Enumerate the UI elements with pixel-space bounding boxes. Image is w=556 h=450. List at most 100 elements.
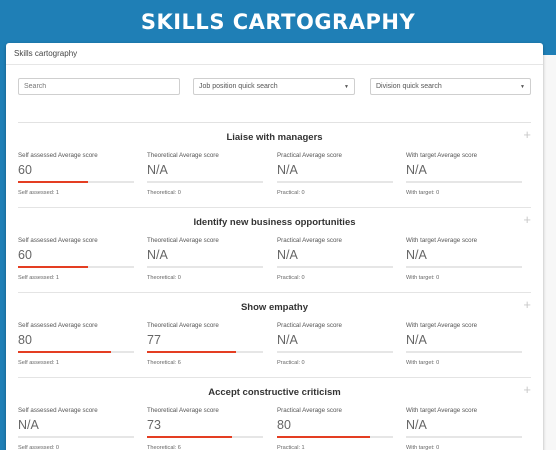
job-position-select[interactable]: Job position quick search ▼ [193,78,355,95]
score-bar [406,351,522,353]
metric-value: N/A [277,163,298,177]
metric-value: 73 [147,418,161,432]
panel-header: Skills cartography [6,43,543,65]
skill-section: Accept constructive criticism + Self asses… [18,378,531,450]
job-position-select-label: Job position quick search [199,83,278,90]
search-box [18,78,180,95]
score-bar [18,351,134,353]
score-bar [147,436,263,438]
metric-value: 77 [147,333,161,347]
metric-value: N/A [18,418,39,432]
division-select-label: Division quick search [376,83,442,90]
metric-value: N/A [406,163,427,177]
metric-count: Theoretical: 6 [147,360,181,366]
score-bar [406,436,522,438]
metric-count: With target: 0 [406,445,440,450]
caret-down-icon: ▼ [344,83,349,90]
division-select[interactable]: Division quick search ▼ [370,78,531,95]
score-metric: Self assessed Average score 80 Self assess… [18,322,134,366]
metric-label: With target Average score [406,322,478,329]
plus-icon[interactable]: + [523,212,531,227]
metric-count: Self assessed: 0 [18,445,60,450]
score-bar [147,351,263,353]
score-metric: With target Average score N/A With target:… [406,407,522,450]
score-metric: Self assessed Average score 60 Self assess… [18,152,134,196]
score-metric: Practical Average score N/A Practical: 0 [277,237,393,281]
metric-count: Practical: 0 [277,360,305,366]
score-metric: Self assessed Average score N/A Self asses… [18,407,134,450]
metric-count: Practical: 0 [277,190,305,196]
caret-down-icon: ▼ [520,83,525,90]
skills-list: Liaise with managers + Self assessed Avera… [6,123,543,450]
skill-section: Show empathy + Self assessed Average score… [18,293,531,378]
metric-value: N/A [277,333,298,347]
metric-label: Practical Average score [277,322,342,329]
score-metric: With target Average score N/A With target:… [406,237,522,281]
page-banner: SKILLS CARTOGRAPHY [0,0,556,44]
metric-value: N/A [277,248,298,262]
score-bar [277,266,393,268]
score-metric: Practical Average score 80 Practical: 1 [277,407,393,450]
metric-value: N/A [406,418,427,432]
skills-panel: Skills cartography Job position quick se… [6,43,543,450]
metric-label: Theoretical Average score [147,152,219,159]
score-metric: Theoretical Average score 77 Theoretical: … [147,322,263,366]
metric-label: Self assessed Average score [18,237,98,244]
score-metric: Practical Average score N/A Practical: 0 [277,322,393,366]
score-bar [277,436,393,438]
metric-value: N/A [147,163,168,177]
metric-count: Theoretical: 6 [147,445,181,450]
metric-count: Self assessed: 1 [18,360,60,366]
plus-icon[interactable]: + [523,127,531,142]
score-metric: Self assessed Average score 60 Self assess… [18,237,134,281]
metric-value: 60 [18,248,32,262]
page-title: SKILLS CARTOGRAPHY [140,10,416,34]
plus-icon[interactable]: + [523,297,531,312]
metric-count: Theoretical: 0 [147,190,181,196]
metric-count: With target: 0 [406,275,440,281]
metric-label: Self assessed Average score [18,152,98,159]
metric-count: With target: 0 [406,360,440,366]
score-bar [277,351,393,353]
metric-label: Theoretical Average score [147,237,219,244]
metric-count: With target: 0 [406,190,440,196]
metric-label: Practical Average score [277,152,342,159]
score-bar-fill [147,436,232,438]
skill-section: Identify new business opportunities + Self… [18,208,531,293]
score-bar [406,181,522,183]
score-metric: Theoretical Average score N/A Theoretical:… [147,237,263,281]
metric-value: 80 [18,333,32,347]
filter-bar: Job position quick search ▼ Division qui… [18,65,531,123]
metric-label: Practical Average score [277,407,342,414]
metric-label: With target Average score [406,237,478,244]
score-metric: With target Average score N/A With target:… [406,322,522,366]
score-bar-fill [18,266,88,268]
metric-label: Theoretical Average score [147,407,219,414]
background-strip [543,55,556,450]
plus-icon[interactable]: + [523,382,531,397]
score-bar [18,181,134,183]
panel-title: Skills cartography [14,49,78,58]
search-input[interactable] [24,83,174,90]
metric-label: Theoretical Average score [147,322,219,329]
score-metric: Practical Average score N/A Practical: 0 [277,152,393,196]
score-bar [18,436,134,438]
metric-label: Self assessed Average score [18,322,98,329]
metric-label: With target Average score [406,407,478,414]
skill-name: Liaise with managers [226,132,323,143]
score-bar-fill [18,181,88,183]
metric-value: 80 [277,418,291,432]
skill-name: Identify new business opportunities [193,217,356,228]
metric-value: N/A [406,333,427,347]
metric-count: Self assessed: 1 [18,275,60,281]
metric-value: N/A [406,248,427,262]
score-bar [147,266,263,268]
metric-label: With target Average score [406,152,478,159]
metric-count: Practical: 0 [277,275,305,281]
metric-count: Practical: 1 [277,445,305,450]
metric-count: Theoretical: 0 [147,275,181,281]
score-metric: With target Average score N/A With target:… [406,152,522,196]
score-bar [18,266,134,268]
score-metric: Theoretical Average score 73 Theoretical: … [147,407,263,450]
metric-count: Self assessed: 1 [18,190,60,196]
